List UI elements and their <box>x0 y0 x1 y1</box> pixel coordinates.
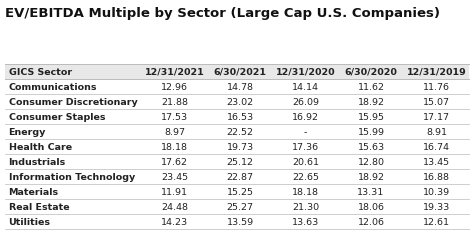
Text: 11.91: 11.91 <box>161 187 188 196</box>
Text: 23.45: 23.45 <box>161 172 188 181</box>
Text: 15.07: 15.07 <box>423 97 450 106</box>
Text: 21.30: 21.30 <box>292 202 319 211</box>
Text: 15.99: 15.99 <box>357 127 384 136</box>
Text: 23.02: 23.02 <box>227 97 254 106</box>
Text: 17.17: 17.17 <box>423 112 450 121</box>
Text: 15.63: 15.63 <box>357 142 384 151</box>
Text: 12.06: 12.06 <box>357 217 384 226</box>
Text: 11.76: 11.76 <box>423 82 450 91</box>
Text: 12.61: 12.61 <box>423 217 450 226</box>
Text: Consumer Discretionary: Consumer Discretionary <box>9 97 137 106</box>
Text: Real Estate: Real Estate <box>9 202 69 211</box>
Text: 18.92: 18.92 <box>357 97 384 106</box>
Text: 19.73: 19.73 <box>227 142 254 151</box>
Text: Information Technology: Information Technology <box>9 172 135 181</box>
Text: 14.23: 14.23 <box>161 217 188 226</box>
Text: 17.36: 17.36 <box>292 142 319 151</box>
Text: Materials: Materials <box>9 187 59 196</box>
Text: 12/31/2019: 12/31/2019 <box>407 68 466 77</box>
Text: 12/31/2021: 12/31/2021 <box>145 68 204 77</box>
Text: 22.87: 22.87 <box>227 172 254 181</box>
Text: 8.91: 8.91 <box>426 127 447 136</box>
Text: 17.62: 17.62 <box>161 157 188 166</box>
Text: 24.48: 24.48 <box>161 202 188 211</box>
Text: 13.63: 13.63 <box>292 217 319 226</box>
Text: 15.95: 15.95 <box>357 112 384 121</box>
Text: 18.18: 18.18 <box>161 142 188 151</box>
Text: 12/31/2020: 12/31/2020 <box>276 68 335 77</box>
Text: 11.62: 11.62 <box>357 82 384 91</box>
Text: 8.97: 8.97 <box>164 127 185 136</box>
Text: 16.88: 16.88 <box>423 172 450 181</box>
Text: 19.33: 19.33 <box>423 202 450 211</box>
Text: 6/30/2021: 6/30/2021 <box>213 68 266 77</box>
Text: 20.61: 20.61 <box>292 157 319 166</box>
Text: 13.59: 13.59 <box>227 217 254 226</box>
Text: Communications: Communications <box>9 82 97 91</box>
Text: 26.09: 26.09 <box>292 97 319 106</box>
Text: Energy: Energy <box>9 127 46 136</box>
Text: 25.12: 25.12 <box>227 157 254 166</box>
Text: Health Care: Health Care <box>9 142 72 151</box>
Text: 21.88: 21.88 <box>161 97 188 106</box>
Text: 18.06: 18.06 <box>357 202 384 211</box>
Text: 13.45: 13.45 <box>423 157 450 166</box>
Text: Utilities: Utilities <box>9 217 51 226</box>
Text: EV/EBITDA Multiple by Sector (Large Cap U.S. Companies): EV/EBITDA Multiple by Sector (Large Cap … <box>5 7 440 20</box>
Text: 16.92: 16.92 <box>292 112 319 121</box>
Text: 14.78: 14.78 <box>227 82 254 91</box>
Text: 18.92: 18.92 <box>357 172 384 181</box>
Text: 18.18: 18.18 <box>292 187 319 196</box>
Text: 14.14: 14.14 <box>292 82 319 91</box>
Text: Consumer Staples: Consumer Staples <box>9 112 105 121</box>
Text: 13.31: 13.31 <box>357 187 384 196</box>
Text: GICS Sector: GICS Sector <box>9 68 72 77</box>
Text: 22.65: 22.65 <box>292 172 319 181</box>
Text: 25.27: 25.27 <box>227 202 254 211</box>
Text: 16.53: 16.53 <box>227 112 254 121</box>
Text: 10.39: 10.39 <box>423 187 450 196</box>
Text: 15.25: 15.25 <box>227 187 254 196</box>
Text: 22.52: 22.52 <box>227 127 254 136</box>
Text: -: - <box>304 127 307 136</box>
Text: 16.74: 16.74 <box>423 142 450 151</box>
Text: 17.53: 17.53 <box>161 112 188 121</box>
Text: Industrials: Industrials <box>9 157 66 166</box>
Text: 6/30/2020: 6/30/2020 <box>345 68 398 77</box>
Text: 12.80: 12.80 <box>357 157 384 166</box>
Text: 12.96: 12.96 <box>161 82 188 91</box>
